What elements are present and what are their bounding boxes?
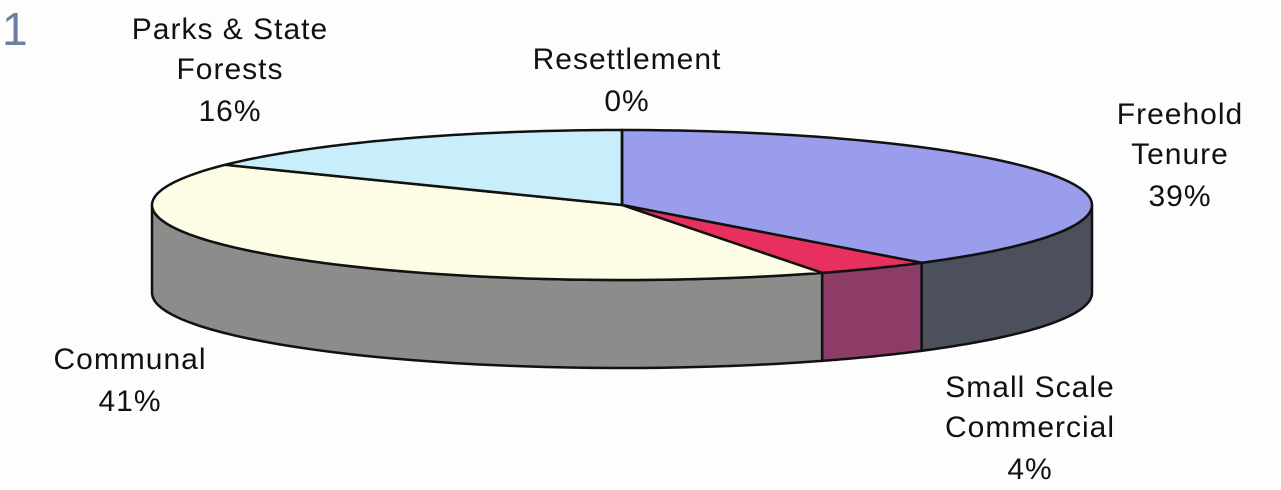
slice-side	[820, 261, 923, 363]
slice	[621, 203, 922, 275]
slice-label: Resettlement	[532, 43, 722, 76]
slice	[150, 163, 823, 282]
slice	[224, 128, 624, 207]
slice-value-label: 39%	[1148, 180, 1212, 213]
slice-label: Communal	[53, 343, 207, 376]
figure-number: 1	[2, 3, 28, 55]
slice-value-label: 16%	[198, 95, 262, 128]
slice	[620, 128, 1094, 265]
slice-value-label: 41%	[98, 385, 162, 418]
slice-label: Freehold Tenure	[1116, 98, 1244, 171]
slice-label: Parks & State Forests	[131, 13, 329, 86]
slice-value-label: 0%	[604, 85, 650, 118]
slice-value-label: 4%	[1007, 453, 1053, 486]
slice-label: Small Scale Commercial	[944, 371, 1116, 444]
